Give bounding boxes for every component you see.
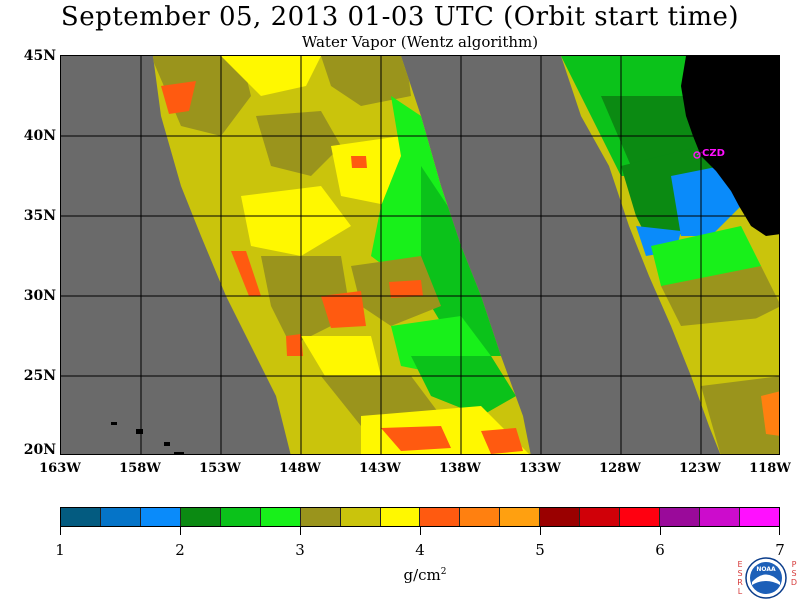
- lat-label-45n: 45N: [23, 48, 56, 64]
- colorbar-swatch: [140, 508, 181, 526]
- color-scale-bar: [60, 507, 780, 527]
- colorbar-swatch: [660, 508, 700, 526]
- colorbar-swatch: [700, 508, 740, 526]
- coastline-land: [681, 56, 779, 236]
- colorbar-swatch: [380, 508, 421, 526]
- colorbar-swatch: [300, 508, 341, 526]
- colorbar-swatch: [500, 508, 541, 526]
- colorbar-swatch: [540, 508, 581, 526]
- colorbar-swatch: [61, 508, 101, 526]
- colorbar-swatch: [100, 508, 141, 526]
- svg-text:NOAA: NOAA: [756, 566, 776, 573]
- colorbar-label-6: 6: [655, 541, 665, 559]
- lat-label-25n: 25N: [23, 368, 56, 384]
- colorbar-tick: [540, 527, 541, 535]
- colorbar-label-7: 7: [775, 541, 785, 559]
- svg-text:CZD: CZD: [702, 148, 725, 159]
- colorbar-swatch: [220, 508, 261, 526]
- lon-label-118w: 118W: [749, 461, 791, 476]
- lon-label-143w: 143W: [359, 461, 401, 476]
- esrl-psd-noaa-logo: E S R L NOAA P S D: [733, 555, 799, 600]
- lon-label-158w: 158W: [119, 461, 161, 476]
- colorbar-label-2: 2: [175, 541, 185, 559]
- lat-lon-grid: [61, 56, 779, 454]
- colorbar-tick: [779, 527, 780, 535]
- colorbar-swatch: [620, 508, 661, 526]
- colorbar-tick: [660, 527, 661, 535]
- hawaiian-islands: [111, 422, 184, 454]
- colorbar-swatch: [260, 508, 301, 526]
- lat-label-30n: 30N: [23, 288, 56, 304]
- lon-label-123w: 123W: [679, 461, 721, 476]
- lon-label-163w: 163W: [39, 461, 81, 476]
- lon-label-148w: 148W: [279, 461, 321, 476]
- chart-title: September 05, 2013 01-03 UTC (Orbit star…: [60, 2, 740, 32]
- lon-label-138w: 138W: [439, 461, 481, 476]
- lat-label-35n: 35N: [23, 208, 56, 224]
- chart-subtitle: Water Vapor (Wentz algorithm): [301, 33, 539, 51]
- colorbar-label-4: 4: [415, 541, 425, 559]
- colorbar-label-3: 3: [295, 541, 305, 559]
- colorbar-tick: [420, 527, 421, 535]
- colorbar-tick: [300, 527, 301, 535]
- lon-label-128w: 128W: [599, 461, 641, 476]
- colorbar-units: g/cm2: [403, 566, 447, 584]
- colorbar-swatch: [580, 508, 621, 526]
- colorbar-label-1: 1: [55, 541, 65, 559]
- colorbar-swatch: [180, 508, 221, 526]
- colorbar-tick: [60, 527, 61, 535]
- noaa-emblem-icon: NOAA: [745, 557, 787, 599]
- lon-label-133w: 133W: [519, 461, 561, 476]
- colorbar-swatch: [340, 508, 381, 526]
- colorbar-swatch: [739, 508, 779, 526]
- colorbar-swatch: [420, 508, 461, 526]
- lon-label-153w: 153W: [199, 461, 241, 476]
- logo-left-letters: E S R L: [737, 560, 743, 596]
- lat-label-20n: 20N: [23, 442, 56, 458]
- map-canvas: CZD: [61, 56, 779, 454]
- logo-right-letters: P S D: [790, 560, 798, 587]
- colorbar-label-5: 5: [535, 541, 545, 559]
- water-vapor-map: CZD: [60, 55, 780, 455]
- colorbar-swatch: [460, 508, 501, 526]
- colorbar-tick: [180, 527, 181, 535]
- lat-label-40n: 40N: [23, 128, 56, 144]
